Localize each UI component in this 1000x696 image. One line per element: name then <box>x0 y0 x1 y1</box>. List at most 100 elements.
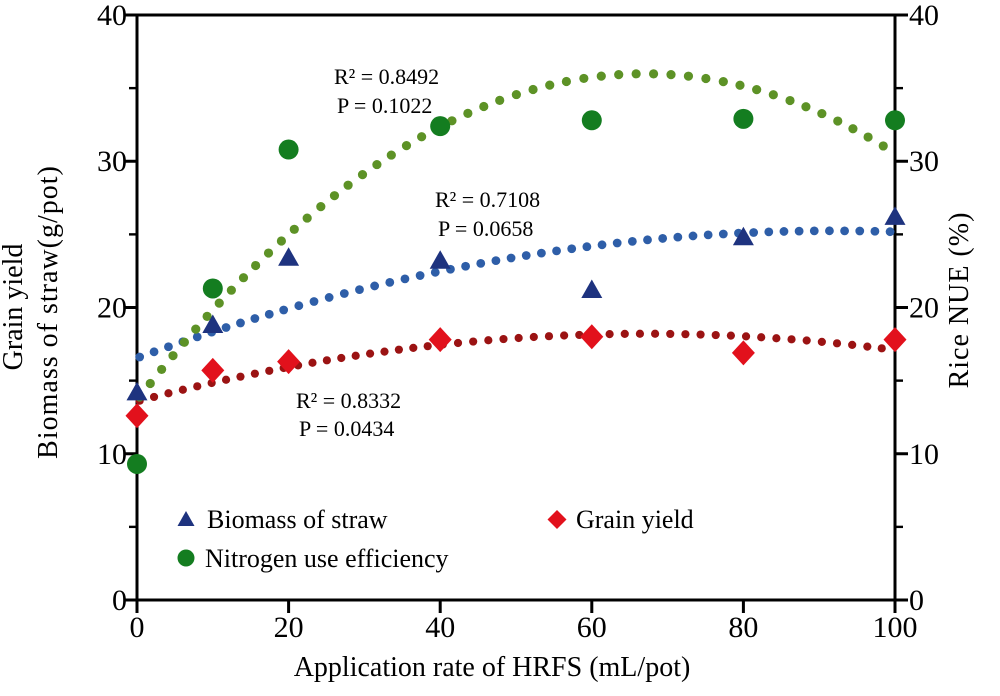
grain-yield-fit-dot <box>423 342 432 351</box>
grain-yield-data-point <box>201 357 225 383</box>
biomass-of-straw-fit-dot <box>385 277 395 287</box>
grain-yield-fit-dot <box>322 356 331 365</box>
biomass-of-straw-fit-dot <box>294 301 304 311</box>
grain-yield-fit-dot <box>365 349 375 358</box>
nitrogen-use-efficiency-fit-dot <box>701 73 711 84</box>
biomass-of-straw-fit-dot <box>491 256 501 266</box>
grain-yield-data-point <box>731 340 755 366</box>
legend: Biomass of straw Grain yield Nitrogen us… <box>177 505 694 573</box>
nitrogen-use-efficiency-fit-dot <box>179 337 189 347</box>
legend-diamond-marker <box>547 510 567 529</box>
biomass-of-straw-fit-dot <box>339 289 349 298</box>
grain-yield-fit-dot <box>394 345 403 354</box>
grain-yield-data-point <box>883 327 907 353</box>
nitrogen-use-efficiency-fit-dot <box>276 236 286 246</box>
nitrogen-use-efficiency-fit-dot <box>316 202 326 212</box>
nitrogen-use-efficiency-fit-dot <box>251 260 261 271</box>
left-y-tick-20: 20 <box>97 292 127 325</box>
grain-yield-fit-dot <box>620 329 629 338</box>
nitrogen-use-efficiency-fit-dot <box>718 76 728 87</box>
biomass-of-straw-fit-dot <box>749 228 759 237</box>
nitrogen-use-efficiency-data-point <box>885 110 905 131</box>
nitrogen-use-efficiency-fit-dot <box>666 70 676 80</box>
biomass-of-straw-fit-dot <box>506 253 516 263</box>
nitrogen-use-efficiency-fit-dot <box>329 191 340 201</box>
nitrogen-use-efficiency-fit-dot <box>614 69 624 80</box>
nitrogen-use-efficiency-fit-dot <box>648 69 659 79</box>
grain-yield-fit-dot <box>544 332 554 341</box>
grain-r2-annotation: R² = 0.8332 <box>296 388 401 413</box>
nitrogen-use-efficiency-fit-dot <box>191 324 201 334</box>
biomass-of-straw-fit-dot <box>688 231 698 241</box>
biomass-of-straw-fit-dot <box>840 226 849 236</box>
grain-yield-fit-dot <box>265 366 274 375</box>
grain-yield-fit-dot <box>741 332 751 341</box>
nitrogen-use-efficiency-fit-dot <box>463 108 473 118</box>
regression-curves-layer <box>135 69 895 405</box>
grain-yield-fit-dot <box>772 334 781 343</box>
biomass-of-straw-fit-dot <box>597 240 607 250</box>
nitrogen-use-efficiency-fit-dot <box>561 76 572 87</box>
grain-yield-fit-dot <box>877 344 886 353</box>
grain-yield-fit-dot <box>221 375 231 384</box>
biomass-of-straw-data-point <box>202 314 224 334</box>
grain-yield-fit-dot <box>605 330 614 339</box>
biomass-of-straw-fit-dot <box>885 227 895 237</box>
right-y-tick-10: 10 <box>909 438 939 471</box>
nitrogen-use-efficiency-fit-dot <box>596 71 606 81</box>
biomass-of-straw-fit-dot <box>400 274 410 284</box>
grain-yield-fit-dot <box>863 342 872 351</box>
x-tick-80: 80 <box>728 611 758 644</box>
left-y-tick-10: 10 <box>97 438 127 471</box>
nitrogen-use-efficiency-fit-dot <box>768 90 778 100</box>
grain-yield-fit-dot <box>380 347 389 356</box>
nitrogen-use-efficiency-fit-dot <box>495 95 505 105</box>
nitrogen-use-efficiency-fit-dot <box>479 101 489 112</box>
biomass-of-straw-fit-dot <box>135 352 145 362</box>
biomass-of-straw-fit-dot <box>324 293 334 302</box>
biomass-of-straw-fit-dot <box>855 226 865 236</box>
biomass-of-straw-fit-dot <box>355 285 364 295</box>
biomass-of-straw-data-point <box>581 279 603 298</box>
grain-yield-fit-dot <box>696 330 705 339</box>
nitrogen-use-efficiency-fit-dot <box>683 71 694 81</box>
grain-yield-fit-dot <box>308 358 317 367</box>
nitrogen-use-efficiency-fit-dot <box>145 378 155 389</box>
x-tick-100: 100 <box>873 611 918 644</box>
grain-yield-fit-dot <box>164 389 173 398</box>
nitrogen-use-efficiency-data-point <box>278 139 299 160</box>
biomass-of-straw-fit-dot <box>870 226 880 236</box>
grain-yield-fit-dot <box>514 333 523 343</box>
biomass-of-straw-fit-dot <box>567 244 577 254</box>
grain-yield-fit-dot <box>817 337 826 346</box>
biomass-of-straw-fit-dot <box>658 234 668 243</box>
biomass-of-straw-data-point <box>126 381 148 401</box>
nitrogen-use-efficiency-fit-dot <box>386 150 396 160</box>
biomass-of-straw-fit-dot <box>718 229 728 239</box>
nitrogen-use-efficiency-fit-dot <box>735 80 745 90</box>
biomass-of-straw-fit-dot <box>236 318 245 328</box>
nitrogen-use-efficiency-fit-dot <box>631 69 641 79</box>
biomass-of-straw-fit-dot <box>279 305 289 315</box>
nitrogen-use-efficiency-fit-dot <box>226 285 236 295</box>
biomass-of-straw-fit-dot <box>149 347 159 357</box>
biomass-of-straw-data-point <box>429 250 451 269</box>
nitrogen-use-efficiency-fit-dot <box>878 141 888 151</box>
biomass-of-straw-fit-dot <box>461 261 470 271</box>
grain-yield-fit-dot <box>666 329 675 339</box>
grain-p-annotation: P = 0.0434 <box>299 416 394 441</box>
nitrogen-use-efficiency-fit-dot <box>545 80 555 90</box>
nue-r2-annotation: R² = 0.8492 <box>334 64 439 89</box>
nitrogen-use-efficiency-fit-dot <box>168 351 178 361</box>
grain-yield-fit-dot <box>848 340 857 350</box>
nitrogen-use-efficiency-data-point <box>127 453 147 474</box>
nitrogen-use-efficiency-fit-dot <box>202 311 212 321</box>
x-tick-0: 0 <box>130 611 145 644</box>
grain-yield-data-point <box>428 327 452 353</box>
nitrogen-use-efficiency-fit-dot <box>848 124 858 134</box>
biomass-of-straw-fit-dot <box>627 236 637 246</box>
grain-yield-fit-dot <box>178 385 187 394</box>
biomass-of-straw-fit-dot <box>430 267 440 277</box>
nitrogen-use-efficiency-fit-dot <box>528 84 538 95</box>
